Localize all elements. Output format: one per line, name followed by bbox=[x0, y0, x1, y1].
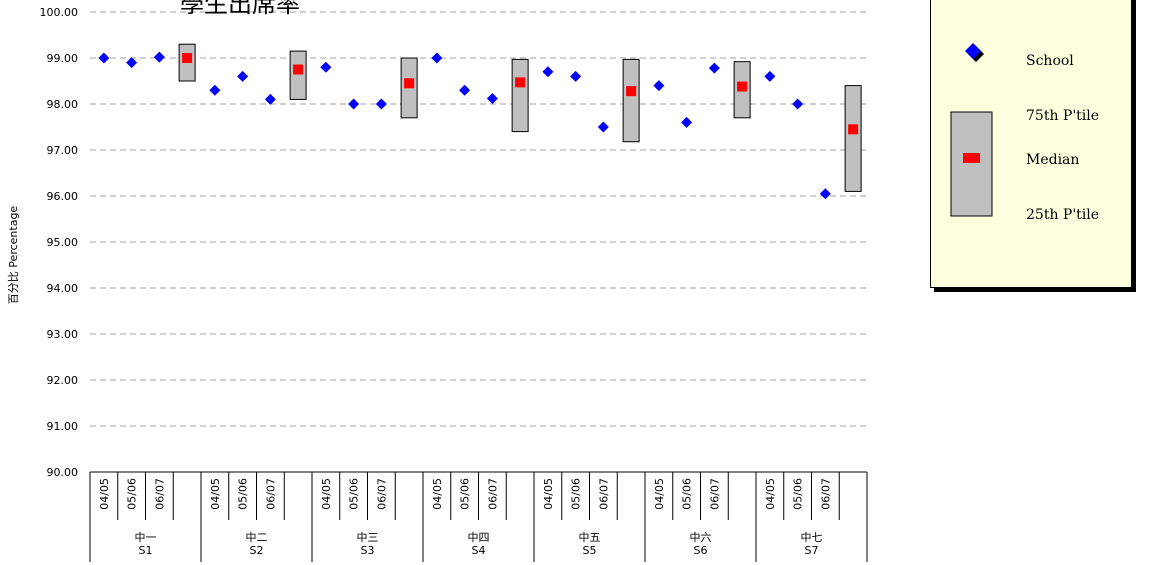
y-tick-label: 99.00 bbox=[47, 52, 79, 65]
school-point bbox=[681, 116, 693, 128]
group-label-zh: 中二 bbox=[246, 531, 268, 544]
school-points bbox=[98, 51, 859, 200]
legend: School 75th P'tile Median 25th P'tile bbox=[930, 0, 1132, 288]
school-point bbox=[375, 98, 387, 110]
legend-p75-label: 75th P'tile bbox=[1026, 108, 1100, 124]
median-marker bbox=[848, 124, 859, 135]
school-point bbox=[819, 188, 831, 200]
x-tick-label: 04/05 bbox=[764, 478, 777, 510]
legend-graphics bbox=[950, 43, 993, 217]
x-tick-label: 05/06 bbox=[570, 478, 583, 510]
x-tick-label: 05/06 bbox=[126, 478, 139, 510]
group-label-en: S1 bbox=[139, 544, 153, 557]
x-tick-label: 06/07 bbox=[264, 478, 277, 510]
y-axis-label: 百分比 Percentage bbox=[7, 206, 20, 305]
school-point bbox=[792, 98, 804, 110]
group-label-zh: 中五 bbox=[579, 531, 601, 544]
group-label-zh: 中一 bbox=[135, 531, 157, 544]
median-marker bbox=[737, 81, 748, 92]
x-tick-label: 04/05 bbox=[98, 478, 111, 510]
y-tick-label: 90.00 bbox=[47, 466, 79, 479]
percentile-boxes bbox=[178, 43, 862, 192]
group-label-en: S3 bbox=[361, 544, 375, 557]
school-point bbox=[597, 121, 609, 133]
y-tick-label: 91.00 bbox=[47, 420, 79, 433]
school-point bbox=[209, 84, 221, 96]
median-marker bbox=[182, 53, 193, 63]
percentile-box bbox=[289, 50, 307, 100]
x-tick-label: 05/06 bbox=[459, 478, 472, 510]
school-point bbox=[153, 51, 165, 63]
x-tick-label: 04/05 bbox=[542, 478, 555, 510]
x-tick-label: 06/07 bbox=[597, 478, 610, 510]
x-tick-label: 05/06 bbox=[792, 478, 805, 510]
school-point bbox=[264, 93, 276, 105]
y-tick-label: 98.00 bbox=[47, 98, 79, 111]
y-tick-label: 93.00 bbox=[47, 328, 79, 341]
median-marker bbox=[404, 78, 415, 89]
group-label-en: S7 bbox=[805, 544, 819, 557]
percentile-box bbox=[622, 58, 640, 143]
school-point bbox=[708, 62, 720, 74]
group-label-zh: 中六 bbox=[690, 531, 712, 544]
group-label-zh: 中七 bbox=[801, 531, 823, 544]
y-tick-labels: 90.00 91.00 92.00 93.00 94.00 95.00 96.00 97.00… bbox=[40, 6, 79, 479]
x-tick-label: 06/07 bbox=[486, 478, 499, 510]
school-point bbox=[542, 66, 554, 78]
percentile-box bbox=[511, 58, 529, 133]
y-tick-label: 94.00 bbox=[47, 282, 79, 295]
x-tick-label: 06/07 bbox=[708, 478, 721, 510]
x-tick-label: 06/07 bbox=[153, 478, 166, 510]
group-label-en: S2 bbox=[250, 544, 264, 557]
legend-median-swatch bbox=[963, 153, 980, 163]
school-point bbox=[126, 57, 138, 69]
school-point bbox=[320, 61, 332, 73]
group-label-zh: 中三 bbox=[357, 531, 379, 544]
school-point bbox=[486, 92, 498, 104]
x-tick-label: 06/07 bbox=[375, 478, 388, 510]
legend-median-label: Median bbox=[1026, 152, 1080, 168]
school-point bbox=[570, 70, 582, 82]
school-point bbox=[98, 52, 110, 64]
school-point bbox=[431, 52, 443, 64]
x-tick-label: 04/05 bbox=[653, 478, 666, 510]
group-label-en: S6 bbox=[694, 544, 708, 557]
group-label-en: S5 bbox=[583, 544, 597, 557]
y-tick-label: 92.00 bbox=[47, 374, 79, 387]
median-marker bbox=[515, 77, 526, 88]
y-tick-label: 97.00 bbox=[47, 144, 79, 157]
x-tick-label: 05/06 bbox=[348, 478, 361, 510]
percentile-box bbox=[844, 85, 862, 192]
y-tick-label: 100.00 bbox=[40, 6, 79, 19]
legend-p25-label: 25th P'tile bbox=[1026, 207, 1100, 223]
x-tick-label: 06/07 bbox=[819, 478, 832, 510]
y-tick-label: 95.00 bbox=[47, 236, 79, 249]
school-point bbox=[764, 70, 776, 82]
group-label-en: S4 bbox=[472, 544, 486, 557]
x-tick-label: 04/05 bbox=[320, 478, 333, 510]
y-tick-label: 96.00 bbox=[47, 190, 79, 203]
x-tick-label: 04/05 bbox=[209, 478, 222, 510]
school-point bbox=[348, 98, 360, 110]
median-marker bbox=[293, 64, 304, 75]
group-label-zh: 中四 bbox=[468, 531, 490, 544]
legend-school-marker bbox=[965, 43, 981, 59]
school-point bbox=[653, 80, 665, 92]
legend-school-label: School bbox=[1026, 53, 1074, 69]
legend-box-swatch bbox=[950, 111, 993, 217]
school-point bbox=[459, 84, 471, 96]
chart-title: 學生出席率 bbox=[180, 0, 300, 18]
x-tick-label: 04/05 bbox=[431, 478, 444, 510]
median-marker bbox=[626, 86, 637, 97]
x-tick-label: 05/06 bbox=[681, 478, 694, 510]
school-point bbox=[237, 70, 249, 82]
x-tick-label: 05/06 bbox=[237, 478, 250, 510]
